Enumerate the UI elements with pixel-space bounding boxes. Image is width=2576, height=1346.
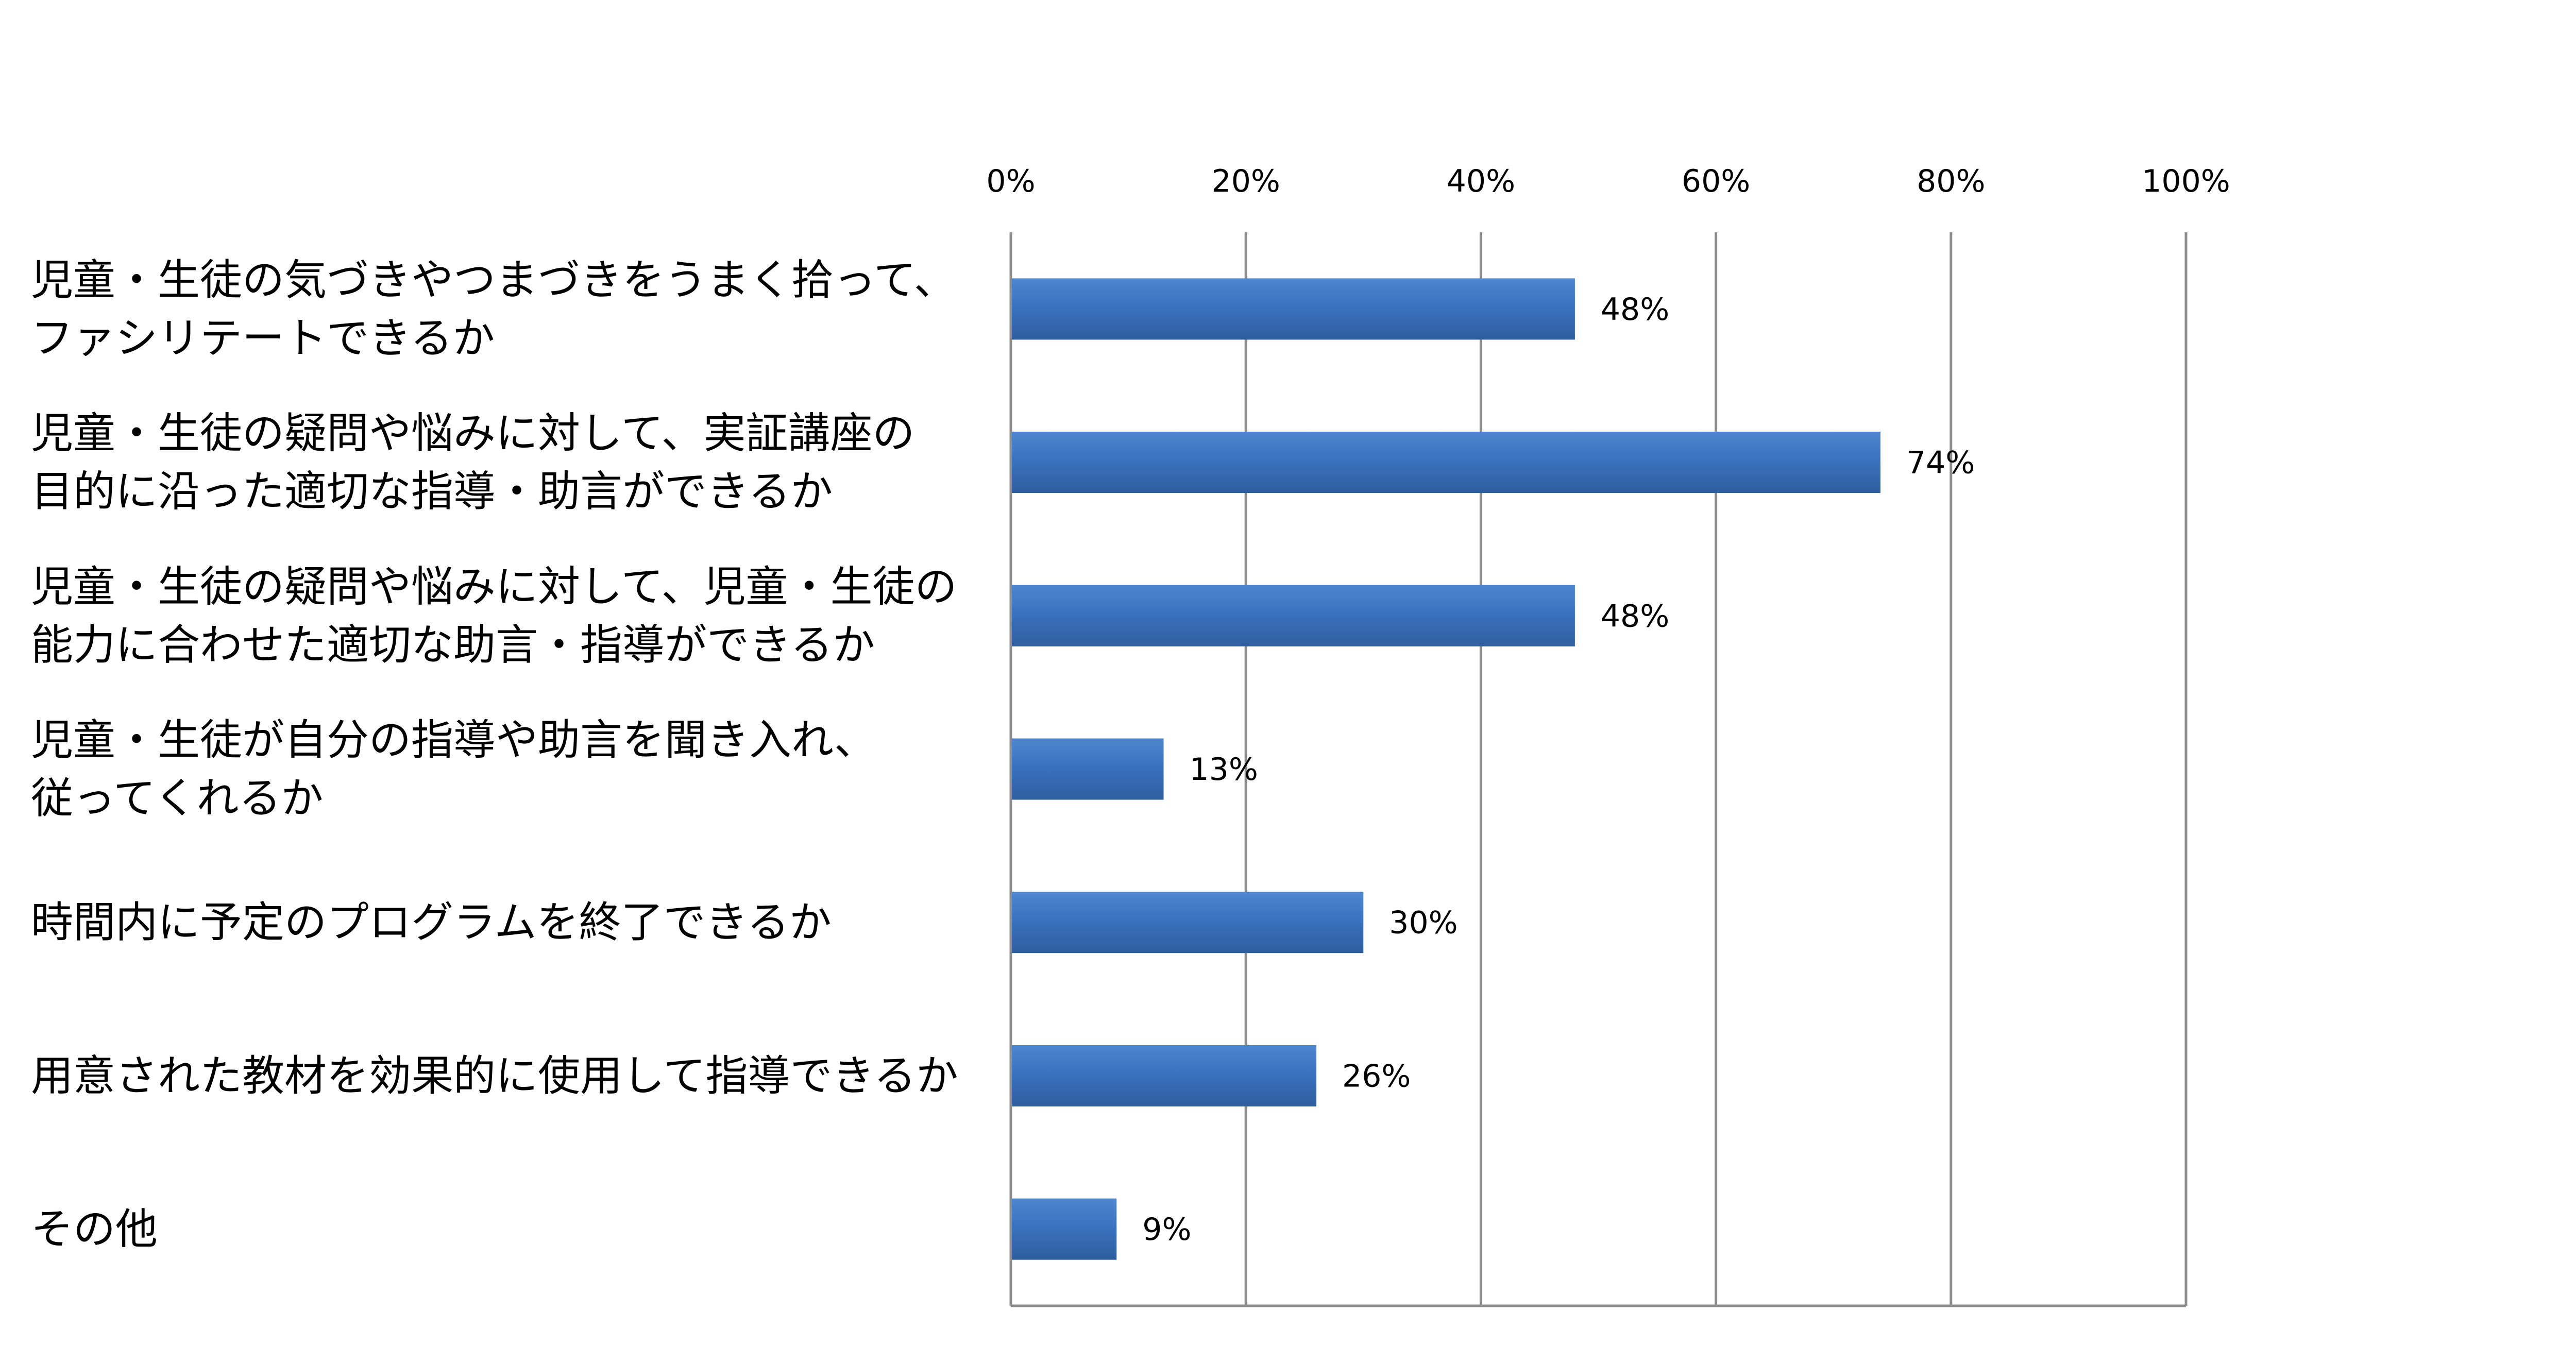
category-label-5-line-0: 用意された教材を効果的に使用して指導できるか [31,1051,958,1100]
bar-3 [1012,738,1164,800]
category-label-1-line-0: 児童・生徒の疑問や悩みに対して、実証講座の [31,409,914,458]
category-label-4-line-0: 時間内に予定のプログラムを終了できるか [31,898,832,947]
data-label-3: 13% [1190,752,1258,788]
data-labels: 48% 74% 48% 13% 30% 26% 9% [1142,292,1975,1248]
category-label-2-line-0: 児童・生徒の疑問や悩みに対して、児童・生徒の [31,563,957,611]
gridlines [1009,232,2188,1307]
category-labels: 児童・生徒の気づきやつまづきをうまく拾って、ファシリテートできるか児童・生徒の疑… [31,255,958,1254]
bar-5 [1012,1045,1317,1106]
data-label-2: 48% [1601,598,1669,634]
data-label-0: 48% [1601,292,1669,328]
category-label-2-line-1: 能力に合わせた適切な助言・指導ができるか [31,621,875,670]
category-label-3-line-1: 従ってくれるか [31,774,323,823]
data-label-4: 30% [1389,905,1458,941]
x-tick-label-0: 0% [986,163,1035,199]
bar-1 [1012,432,1880,493]
data-label-1: 74% [1906,445,1975,481]
x-tick-label-4: 80% [1917,163,1985,199]
x-tick-label-3: 60% [1682,163,1750,199]
bar-0 [1012,278,1575,340]
x-tick-label-1: 20% [1212,163,1280,199]
x-tick-label-5: 100% [2142,163,2230,199]
data-label-6: 9% [1142,1212,1191,1248]
category-label-6-line-0: その他 [31,1205,158,1254]
category-label-0-line-1: ファシリテートできるか [31,314,495,363]
category-label-1-line-1: 目的に沿った適切な指導・助言ができるか [31,467,833,516]
x-axis-ticks: 0% 20% 40% 60% 80% 100% [986,163,2230,199]
bars [1012,278,1880,1260]
bar-2 [1012,585,1575,646]
data-label-5: 26% [1342,1058,1411,1094]
x-tick-label-2: 40% [1447,163,1515,199]
bar-6 [1012,1198,1117,1260]
category-label-0-line-0: 児童・生徒の気づきやつまづきをうまく拾って、 [31,255,956,304]
category-label-3-line-0: 児童・生徒が自分の指導や助言を聞き入れ、 [31,716,876,765]
bar-4 [1012,892,1364,953]
